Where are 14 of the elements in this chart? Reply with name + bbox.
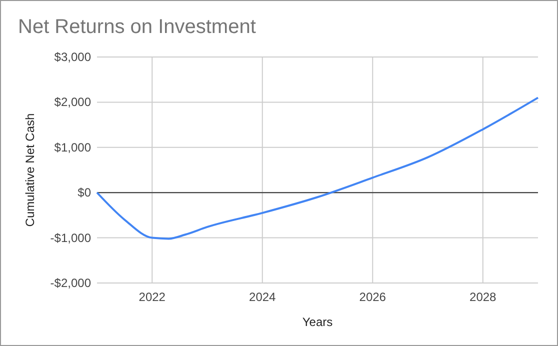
x-tick-label: 2026 bbox=[359, 290, 386, 304]
y-tick-label: -$2,000 bbox=[50, 276, 92, 290]
y-tick-label: $3,000 bbox=[54, 50, 92, 64]
x-tick-label: 2028 bbox=[470, 290, 497, 304]
chart-title: Net Returns on Investment bbox=[18, 16, 256, 38]
y-tick-label: -$1,000 bbox=[50, 230, 92, 245]
x-tick-label: 2022 bbox=[138, 290, 166, 304]
y-tick-label: $2,000 bbox=[54, 95, 92, 110]
y-axis-title: Cumulative Net Cash bbox=[23, 113, 37, 227]
x-axis-title: Years bbox=[302, 315, 333, 329]
y-tick-label: $0 bbox=[78, 186, 92, 200]
y-tick-label: $1,000 bbox=[54, 140, 92, 154]
x-tick-label: 2024 bbox=[249, 290, 276, 304]
line-series bbox=[96, 96, 539, 240]
